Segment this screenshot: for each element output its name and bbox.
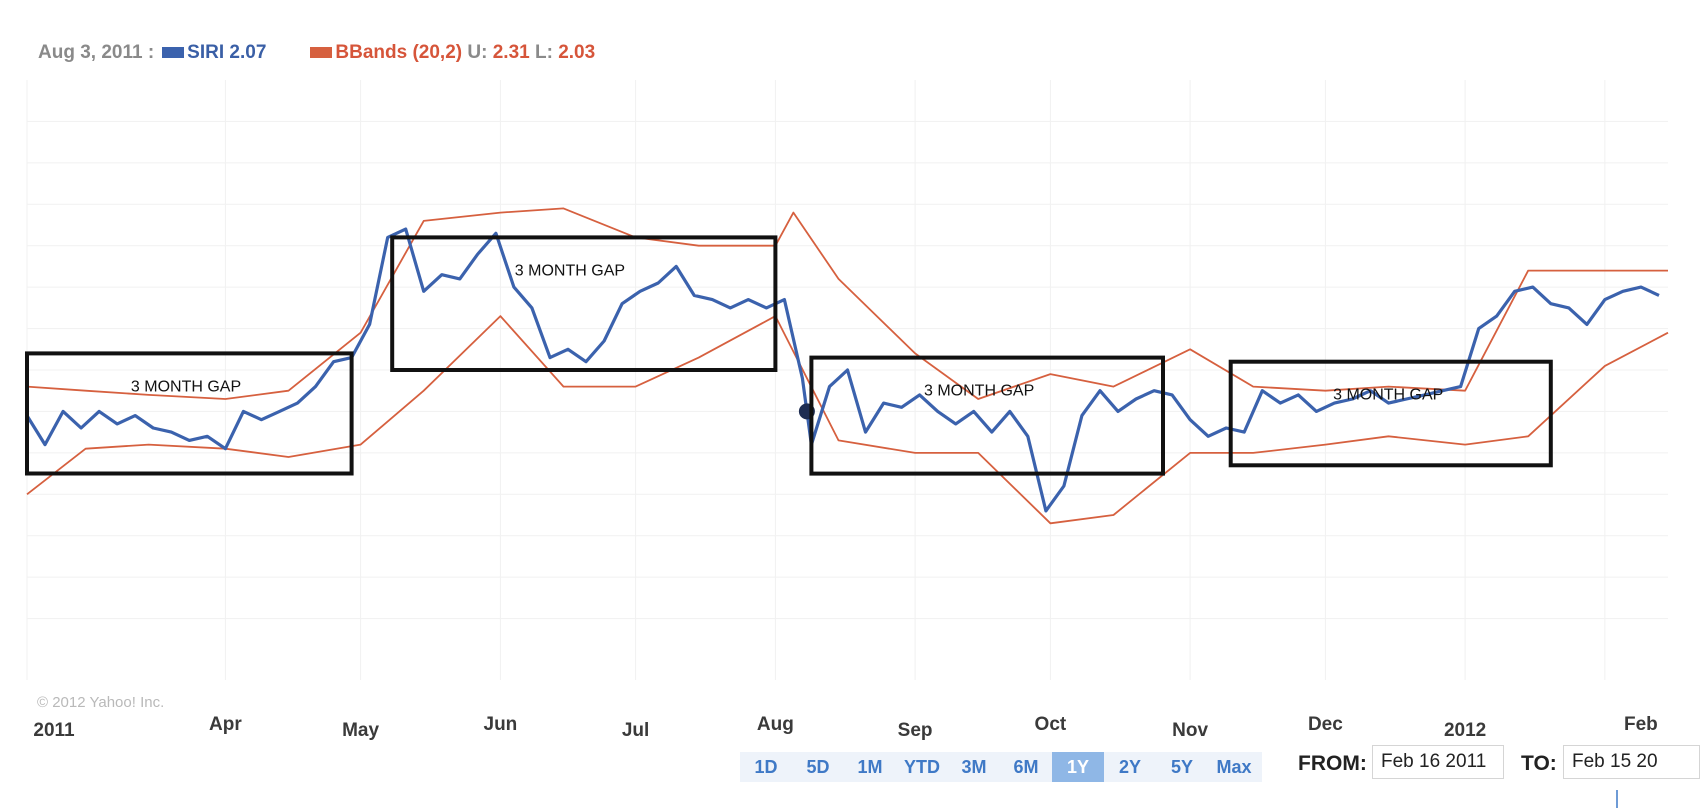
legend-lower-value: 2.03 <box>558 42 596 63</box>
legend-upper-value: 2.31 <box>492 42 530 63</box>
legend-upper-label: U: <box>467 42 488 63</box>
x-tick-label: Feb <box>1624 714 1658 735</box>
range-button-3m[interactable]: 3M <box>961 757 987 777</box>
x-tick-label: 2012 <box>1443 720 1487 741</box>
chart-series <box>25 207 1669 525</box>
legend-indicator: BBands (20,2) <box>335 42 463 63</box>
range-button-5d[interactable]: 5D <box>806 757 830 777</box>
x-tick-label: Nov <box>1172 720 1209 741</box>
x-tick-label: Sep <box>897 720 933 741</box>
bbands-lower-line <box>26 315 1669 525</box>
range-button-1y[interactable]: 1Y <box>1052 752 1104 782</box>
range-button-max[interactable]: Max <box>1216 757 1252 777</box>
legend-symbol: SIRI <box>187 42 225 63</box>
annotation-label-2: 3 MONTH GAP <box>515 262 625 279</box>
legend-date: Aug 3, 2011 : <box>38 42 155 63</box>
chart-legend: Aug 3, 2011 : SIRI 2.07 BBands (20,2) U:… <box>38 42 595 64</box>
x-tick-label: Jul <box>621 720 650 741</box>
from-date-input[interactable] <box>1372 745 1504 779</box>
x-tick-label: May <box>342 720 380 741</box>
legend-lower-label: L: <box>534 42 553 63</box>
annotation-box-1 <box>25 351 354 476</box>
range-button-5y[interactable]: 5Y <box>1170 757 1194 777</box>
range-button-ytd[interactable]: YTD <box>904 757 940 777</box>
range-button-2y[interactable]: 2Y <box>1118 757 1142 777</box>
legend-siri-swatch <box>162 47 185 59</box>
range-button-1d[interactable]: 1D <box>754 757 778 777</box>
annotation-box-4 <box>1228 359 1553 468</box>
copyright-text: © 2012 Yahoo! Inc. <box>37 694 165 711</box>
x-tick-label: Jun <box>483 714 518 735</box>
annotation-label-4: 3 MONTH GAP <box>1333 387 1443 404</box>
legend-price: 2.07 <box>229 42 267 63</box>
x-tick-label: Aug <box>756 714 794 735</box>
range-selector: 1D 5D 1M YTD 3M 6M 1Y 2Y 5Y Max <box>740 752 1262 782</box>
legend-bbands: BBands (20,2) U: 2.31 L: 2.03 <box>310 42 595 64</box>
legend-bbands-swatch <box>310 47 333 59</box>
range-button-6m[interactable]: 6M <box>1013 757 1039 777</box>
scroll-indicator <box>1616 790 1618 808</box>
x-tick-label: Apr <box>209 714 242 735</box>
x-tick-label: Oct <box>1034 714 1067 735</box>
annotation-label-1: 3 MONTH GAP <box>131 378 241 395</box>
bbands-upper-line <box>26 207 1668 400</box>
annotation-box-2 <box>390 235 778 372</box>
chart-grid <box>26 80 1668 680</box>
range-button-1m[interactable]: 1M <box>857 757 883 777</box>
to-label: TO: <box>1521 752 1557 775</box>
annotation-box-3 <box>809 355 1166 476</box>
x-tick-label: 2011 <box>33 720 75 741</box>
legend-siri: SIRI 2.07 <box>162 42 266 64</box>
x-tick-label: Dec <box>1307 714 1343 735</box>
annotation-layer: 3 MONTH GAP 3 MONTH GAP 3 MONTH GAP 3 MONTH… <box>25 235 1553 476</box>
annotation-label-3: 3 MONTH GAP <box>924 383 1034 400</box>
to-date-input[interactable] <box>1563 745 1700 779</box>
siri-price-line <box>25 227 1660 513</box>
from-label: FROM: <box>1298 752 1367 775</box>
